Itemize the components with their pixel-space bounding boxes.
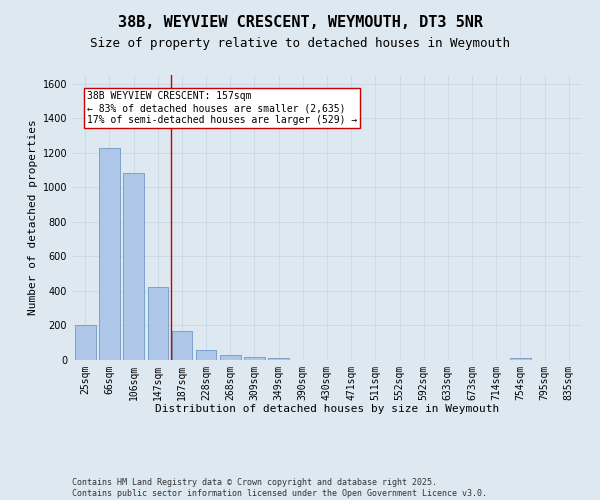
Text: Contains HM Land Registry data © Crown copyright and database right 2025.
Contai: Contains HM Land Registry data © Crown c… [72,478,487,498]
X-axis label: Distribution of detached houses by size in Weymouth: Distribution of detached houses by size … [155,404,499,414]
Y-axis label: Number of detached properties: Number of detached properties [28,120,38,316]
Bar [148,288,168,360]
Bar [99,148,120,360]
Bar [268,358,289,360]
Bar [75,326,95,360]
Bar [244,356,265,360]
Bar [124,174,144,360]
Text: Size of property relative to detached houses in Weymouth: Size of property relative to detached ho… [90,38,510,51]
Bar [510,358,530,360]
Bar [196,350,217,360]
Bar [172,330,192,360]
Text: 38B, WEYVIEW CRESCENT, WEYMOUTH, DT3 5NR: 38B, WEYVIEW CRESCENT, WEYMOUTH, DT3 5NR [118,15,482,30]
Text: 38B WEYVIEW CRESCENT: 157sqm
← 83% of detached houses are smaller (2,635)
17% of: 38B WEYVIEW CRESCENT: 157sqm ← 83% of de… [87,92,358,124]
Bar [220,355,241,360]
